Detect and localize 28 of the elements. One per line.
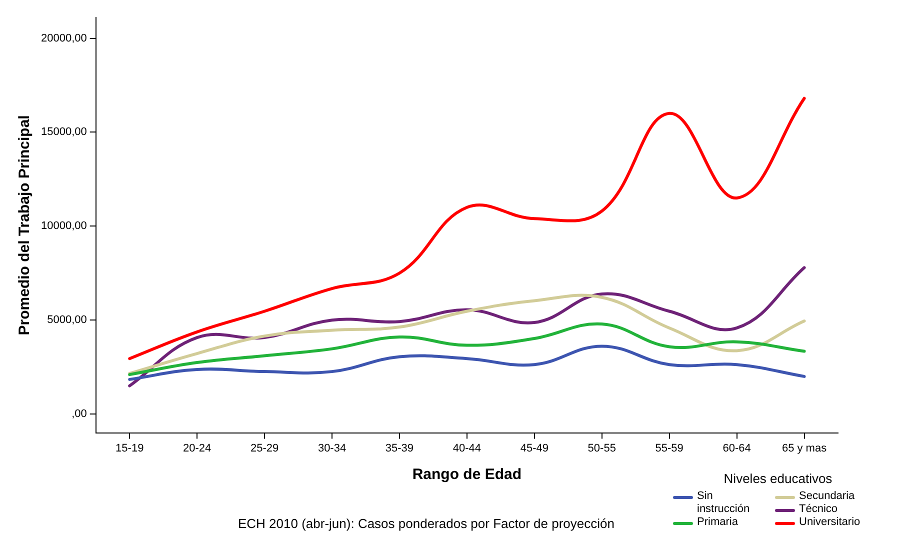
y-tick-label: 5000,00	[47, 314, 87, 326]
line-series	[128, 322, 806, 376]
legend-label: Técnico	[799, 503, 839, 516]
legend-label: Primaria	[697, 516, 739, 529]
y-tick-label: 20000,00	[40, 32, 87, 44]
line-series	[128, 96, 806, 360]
y-tick-label: 15000,00	[40, 126, 87, 138]
y-tick-label: ,00	[72, 408, 87, 420]
text: ECH 2010 (abr-jun): Casos ponderados por Factor de proyección	[238, 516, 614, 531]
legend-label: Secundaria	[799, 490, 856, 503]
x-tick-label: 55-59	[655, 442, 684, 454]
x-tick-label: 15-19	[116, 442, 144, 454]
x-tick-label: 65 y mas	[782, 442, 828, 454]
legend-title: Niveles educativos	[722, 471, 834, 486]
line-series	[128, 344, 806, 381]
x-tick-label: 40-44	[452, 442, 482, 454]
x-tick-label: 50-55	[588, 442, 616, 454]
x-tick-label: 20-24	[183, 442, 212, 454]
x-tick-label: 60-64	[722, 442, 751, 454]
legend-label: Universitario	[799, 516, 862, 529]
x-tick-label: 25-29	[250, 442, 279, 454]
x-tick-label: 35-39	[385, 442, 414, 454]
x-tick-label: 30-34	[318, 442, 346, 454]
x-tick-label: 45-49	[520, 442, 548, 454]
y-axis-title: Promedio del Trabajo Principal	[16, 115, 34, 336]
legend-label: Sin instrucción	[697, 490, 751, 516]
y-tick-label: 10000,00	[40, 220, 87, 232]
x-axis-title: Rango de Edad	[412, 466, 522, 484]
